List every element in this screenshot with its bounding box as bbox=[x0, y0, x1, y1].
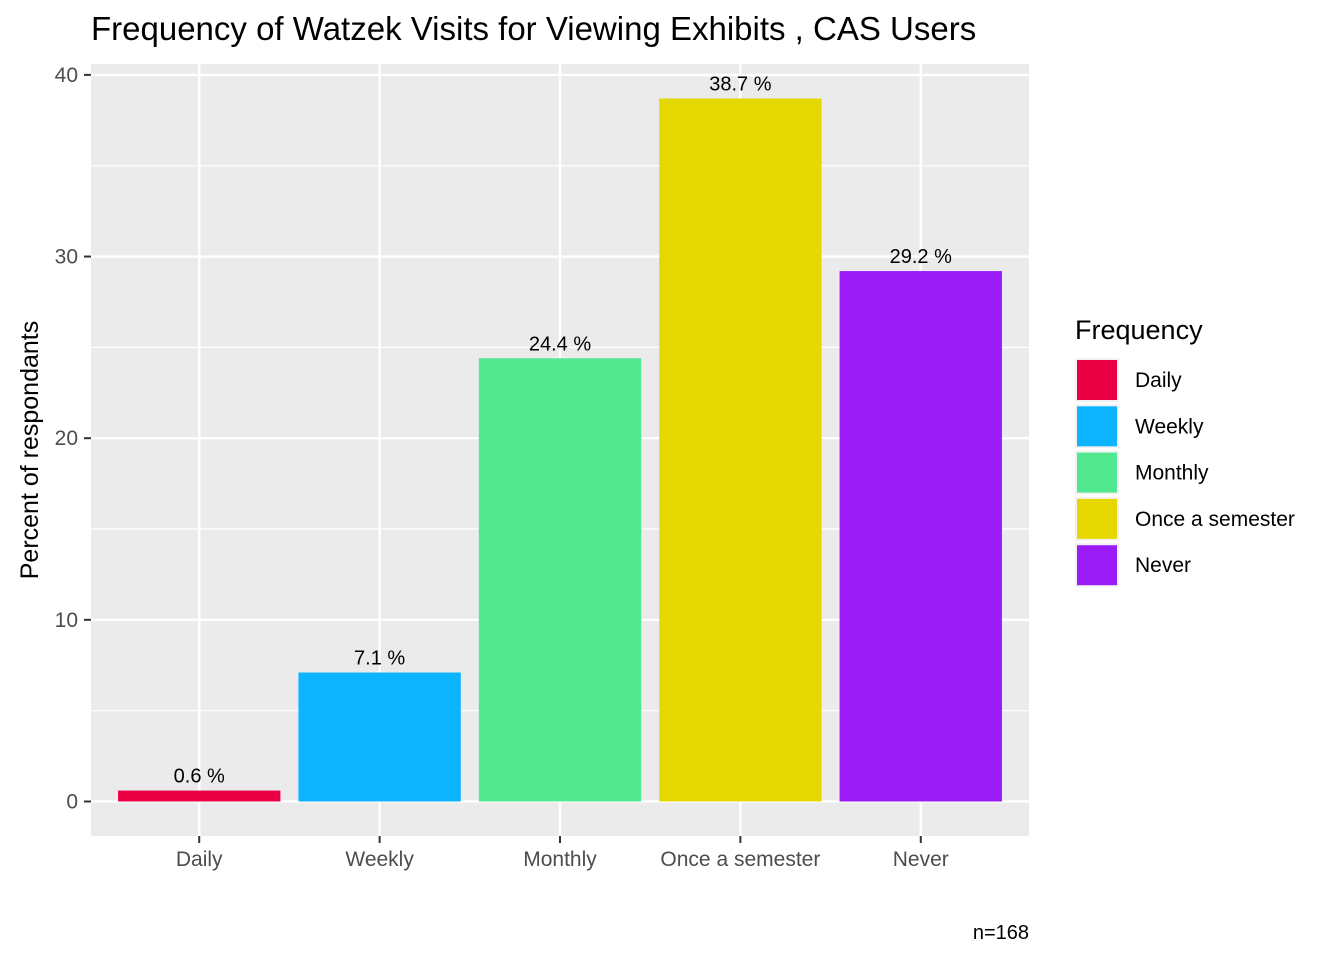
x-tick-label: Daily bbox=[176, 848, 223, 871]
legend-swatch bbox=[1077, 406, 1117, 447]
legend-label: Once a semester bbox=[1135, 508, 1295, 531]
legend-title: Frequency bbox=[1075, 315, 1203, 345]
bar-daily bbox=[118, 790, 281, 802]
legend-swatch bbox=[1077, 498, 1117, 539]
y-tick-label: 10 bbox=[55, 609, 78, 632]
y-tick-label: 0 bbox=[66, 790, 78, 813]
y-tick-label: 20 bbox=[55, 427, 78, 450]
caption: n=168 bbox=[973, 922, 1029, 944]
x-tick-label: Weekly bbox=[345, 848, 414, 871]
x-tick-label: Never bbox=[893, 848, 949, 871]
legend-label: Weekly bbox=[1135, 415, 1204, 438]
legend-label: Never bbox=[1135, 554, 1191, 577]
legend: Frequency Daily Weekly Monthly Once a semes… bbox=[1075, 315, 1295, 588]
chart-title: Frequency of Watzek Visits for Viewing E… bbox=[91, 10, 976, 47]
y-axis: 0 10 20 30 40 bbox=[55, 64, 91, 813]
bar-monthly bbox=[478, 358, 642, 802]
data-label: 29.2 % bbox=[890, 246, 952, 268]
y-axis-title: Percent of respondants bbox=[16, 321, 44, 580]
x-axis: Daily Weekly Monthly Once a semester Never bbox=[176, 836, 949, 871]
legend-swatch bbox=[1077, 545, 1117, 586]
legend-entries: Daily Weekly Monthly Once a semester Never bbox=[1075, 358, 1295, 588]
legend-label: Daily bbox=[1135, 369, 1182, 392]
y-tick-label: 40 bbox=[55, 64, 78, 87]
bar-never bbox=[839, 271, 1002, 802]
data-labels: 0.6 % 7.1 % 24.4 % 38.7 % 29.2 % bbox=[174, 74, 952, 788]
data-label: 38.7 % bbox=[709, 74, 771, 96]
data-label: 24.4 % bbox=[529, 333, 591, 355]
legend-swatch bbox=[1077, 452, 1117, 493]
x-tick-label: Once a semester bbox=[660, 848, 820, 871]
data-label: 0.6 % bbox=[174, 766, 225, 788]
legend-label: Monthly bbox=[1135, 462, 1209, 485]
bars bbox=[118, 98, 1002, 802]
y-tick-label: 30 bbox=[55, 246, 78, 269]
bar-weekly bbox=[298, 672, 461, 802]
bar-once-a-semester bbox=[659, 98, 822, 802]
data-label: 7.1 % bbox=[354, 648, 405, 670]
x-tick-label: Monthly bbox=[523, 848, 597, 871]
legend-swatch bbox=[1077, 360, 1117, 400]
